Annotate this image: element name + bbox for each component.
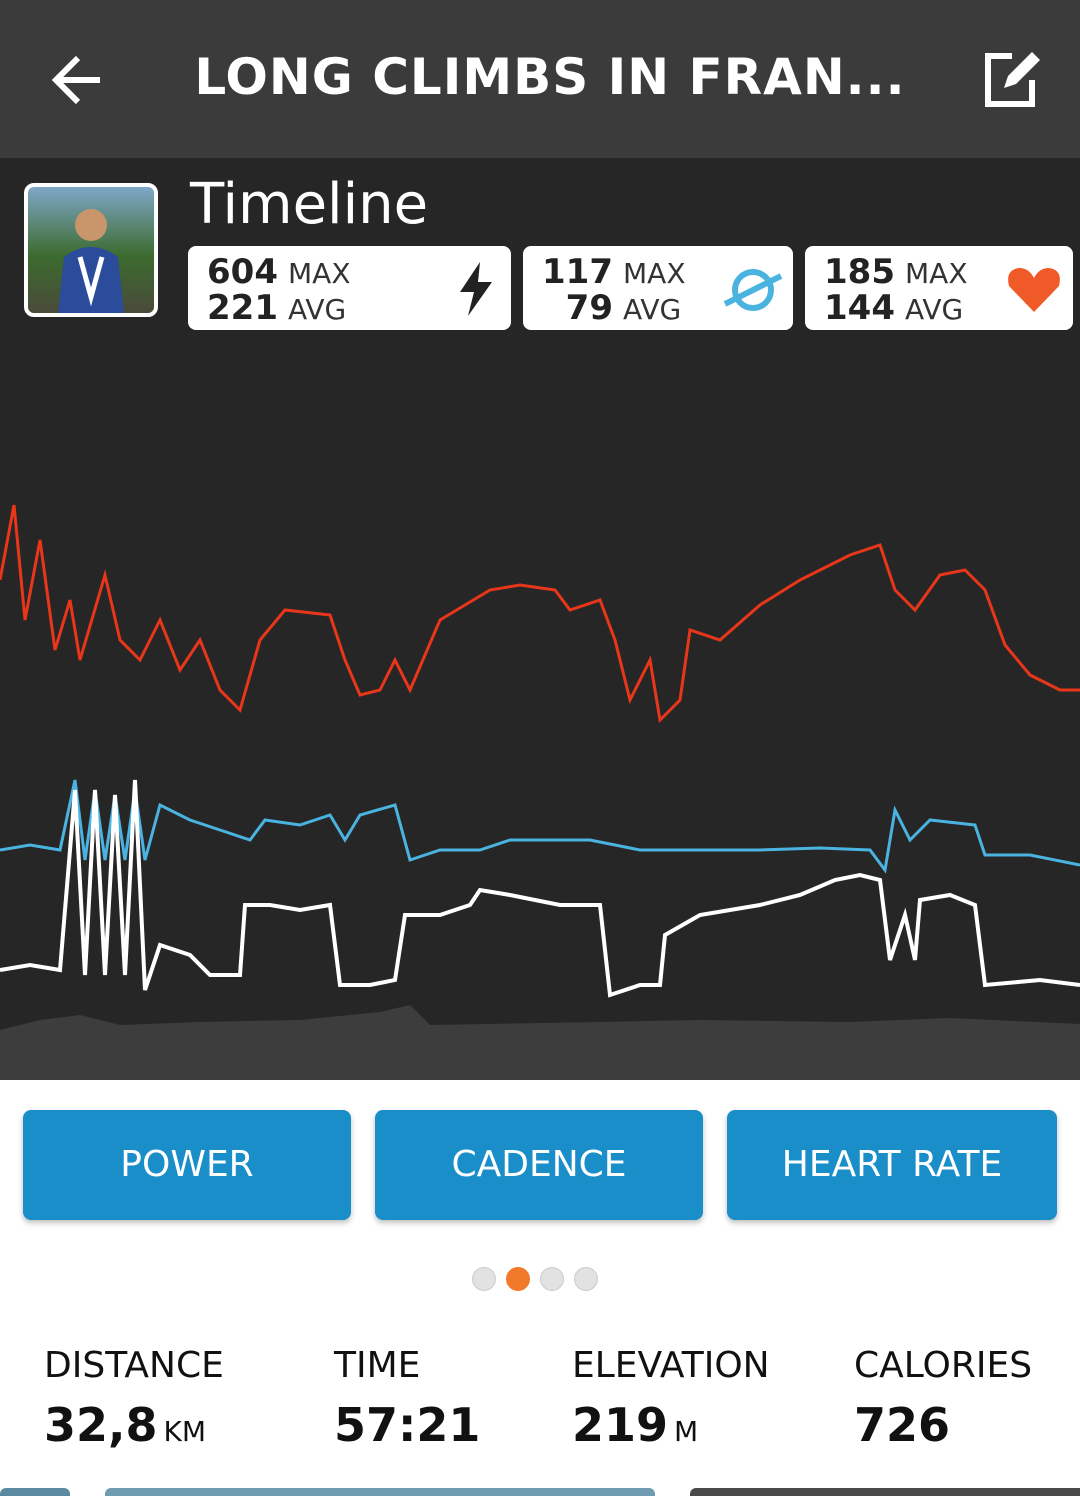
- cadence-line: [0, 779, 1080, 874]
- summary-label: DISTANCE: [44, 1345, 224, 1386]
- thumbnail[interactable]: [0, 1488, 70, 1496]
- stat-label: MAX: [288, 257, 351, 290]
- cadence-button[interactable]: CADENCE: [375, 1110, 703, 1220]
- heart-rate-card: 185 MAX 144 AVG: [805, 246, 1073, 330]
- thumbnail[interactable]: [690, 1488, 1080, 1496]
- stat-avg: 221: [207, 288, 278, 328]
- power-card: 604 MAX 221 AVG: [188, 246, 511, 330]
- avatar: [24, 183, 158, 317]
- stat-max: 604: [207, 252, 278, 292]
- edit-button[interactable]: [982, 48, 1044, 110]
- page-dot-active[interactable]: [506, 1267, 530, 1291]
- value: 219: [572, 1398, 669, 1452]
- thumbnail[interactable]: [105, 1488, 655, 1496]
- stat-max: 117: [542, 252, 613, 292]
- unit: KM: [163, 1415, 207, 1448]
- heart-icon: [1008, 268, 1060, 312]
- stat-label: AVG: [905, 293, 964, 326]
- summary-value: 32,8 KM: [44, 1398, 206, 1452]
- summary-value: 726: [854, 1398, 951, 1452]
- stat-max: 185: [824, 252, 895, 292]
- summary-label: ELEVATION: [572, 1345, 770, 1386]
- summary-label: TIME: [334, 1345, 421, 1386]
- back-button[interactable]: [50, 52, 106, 108]
- power-line: [0, 779, 1080, 998]
- stat-avg: 79: [565, 288, 613, 328]
- elevation-area: [0, 1005, 1080, 1080]
- value: 32,8: [44, 1398, 158, 1452]
- page-dot[interactable]: [574, 1267, 598, 1291]
- summary-value: 219 M: [572, 1398, 698, 1452]
- cadence-card: 117 MAX 79 AVG: [523, 246, 793, 330]
- heart-rate-line: [0, 504, 1080, 724]
- power-icon: [460, 262, 492, 316]
- page-dot[interactable]: [472, 1267, 496, 1291]
- cadence-icon: [723, 269, 783, 311]
- heart-rate-button[interactable]: HEART RATE: [727, 1110, 1057, 1220]
- stat-label: AVG: [288, 293, 347, 326]
- summary-value: 57:21: [334, 1398, 481, 1452]
- timeline-graph: [0, 504, 1080, 1080]
- summary-label: CALORIES: [854, 1345, 1033, 1386]
- stat-label: MAX: [623, 257, 686, 290]
- page-dot[interactable]: [540, 1267, 564, 1291]
- stat-label: MAX: [905, 257, 968, 290]
- screen-title: LONG CLIMBS IN FRAN...: [194, 48, 906, 106]
- unit: M: [674, 1415, 699, 1448]
- header: LONG CLIMBS IN FRAN...: [0, 0, 1080, 158]
- stat-label: AVG: [623, 293, 682, 326]
- power-button[interactable]: POWER: [23, 1110, 351, 1220]
- stat-avg: 144: [824, 288, 895, 328]
- timeline-title: Timeline: [190, 172, 429, 237]
